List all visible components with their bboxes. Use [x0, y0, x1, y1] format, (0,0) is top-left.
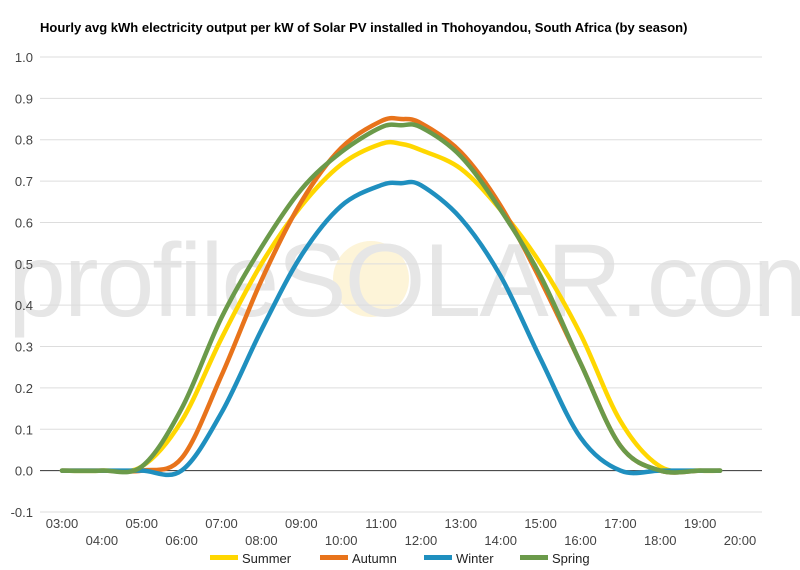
x-tick-label: 13:00	[445, 516, 478, 531]
y-tick-label: 0.6	[15, 215, 33, 230]
y-tick-label: 1.0	[15, 50, 33, 65]
x-tick-label: 11:00	[365, 516, 397, 531]
x-tick-label: 09:00	[285, 516, 318, 531]
chart-title: Hourly avg kWh electricity output per kW…	[40, 20, 687, 35]
series-line-winter	[59, 179, 723, 478]
y-tick-label: 0.8	[15, 133, 33, 148]
x-tick-label: 18:00	[644, 533, 677, 548]
x-tick-label: 08:00	[245, 533, 278, 548]
y-tick-label: -0.1	[11, 505, 33, 520]
series-line-spring	[59, 122, 723, 475]
profilesolar-watermark: profileSOLAR.com	[8, 223, 800, 339]
y-tick-label: 0.4	[15, 298, 33, 313]
x-tick-label: 17:00	[604, 516, 637, 531]
x-tick-label: 20:00	[724, 533, 757, 548]
legend-item-summer[interactable]: Summer	[210, 551, 292, 566]
x-tick-label: 14:00	[484, 533, 517, 548]
x-tick-label: 19:00	[684, 516, 717, 531]
x-tick-label: 16:00	[564, 533, 597, 548]
legend-label: Winter	[456, 551, 494, 566]
legend-swatch	[520, 555, 548, 560]
y-tick-label: 0.0	[15, 464, 33, 479]
x-tick-label: 06:00	[165, 533, 198, 548]
watermark-sun-icon	[333, 241, 409, 317]
x-axis: 03:00 05:00 07:00 09:00 11:00 13:00 15:00 17:00…	[46, 516, 757, 548]
legend-label: Summer	[242, 551, 292, 566]
legend-item-winter[interactable]: Winter	[424, 551, 494, 566]
x-tick-label: 12:00	[405, 533, 438, 548]
y-tick-label: 0.7	[15, 174, 33, 189]
x-tick-label: 07:00	[205, 516, 238, 531]
legend-item-spring[interactable]: Spring	[520, 551, 590, 566]
legend: Summer Autumn Winter Spring	[210, 551, 590, 566]
y-tick-label: 0.5	[15, 257, 33, 272]
legend-swatch	[210, 555, 238, 560]
legend-label: Autumn	[352, 551, 397, 566]
x-tick-label: 15:00	[524, 516, 557, 531]
x-tick-label: 05:00	[125, 516, 158, 531]
legend-swatch	[320, 555, 348, 560]
x-tick-label: 03:00	[46, 516, 79, 531]
y-tick-label: 0.9	[15, 91, 33, 106]
x-tick-label: 04:00	[86, 533, 119, 548]
series-line-summer	[59, 139, 723, 474]
series-lines	[59, 115, 723, 478]
watermark-text: profileSOLAR.com	[8, 223, 800, 339]
x-tick-label: 10:00	[325, 533, 358, 548]
y-tick-label: 0.1	[15, 422, 33, 437]
y-axis: -0.1 0.0 0.1 0.2 0.3 0.4 0.5 0.6 0.7 0.8 0.9 1.0	[11, 50, 33, 520]
y-tick-label: 0.2	[15, 381, 33, 396]
y-tick-label: 0.3	[15, 340, 33, 355]
legend-swatch	[424, 555, 452, 560]
legend-label: Spring	[552, 551, 590, 566]
legend-item-autumn[interactable]: Autumn	[320, 551, 397, 566]
